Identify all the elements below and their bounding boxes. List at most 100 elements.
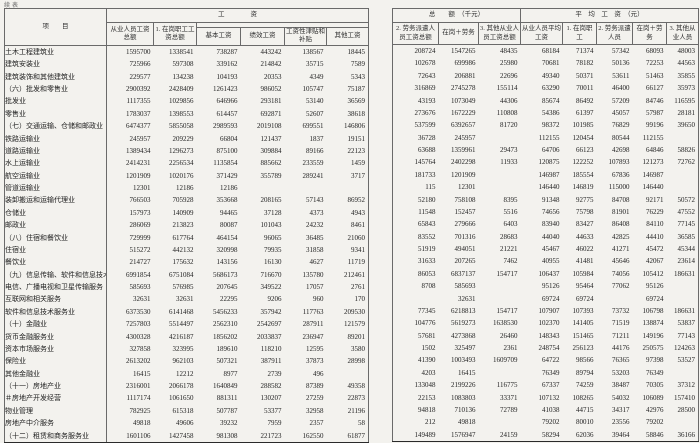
cell: 11719	[347, 258, 365, 267]
cell: 86053	[418, 269, 436, 278]
table-row: 22153 1083803 33371 107132 108265 54032 106089…	[393, 392, 699, 404]
cell: 58	[358, 419, 365, 428]
cell: 83552	[418, 232, 436, 241]
cell: 42976	[646, 405, 664, 414]
table-row: 115 12301 146440 146819 115000 146440	[393, 181, 699, 193]
cell: 47552	[677, 207, 696, 216]
cell: 35855	[677, 71, 696, 80]
cell: 57143	[306, 196, 324, 205]
cell: 79935	[264, 245, 282, 254]
industry-label: 住宿业	[4, 243, 107, 257]
cell: 69724	[542, 294, 560, 303]
cell: 29473	[500, 146, 518, 154]
cell: 962103	[172, 357, 194, 366]
cell: 2989593	[213, 122, 238, 131]
table-row: 餐饮业 214727 175632 143156 16130 4627 11719	[4, 256, 369, 269]
industry-label: 仓储业	[4, 206, 107, 220]
cell: 288582	[260, 382, 282, 390]
cell: 614457	[216, 109, 238, 118]
cell: 67337	[542, 381, 560, 390]
table-row: （十）金融业 7257803 5514497 2562310 2542697 287911…	[4, 318, 369, 331]
cell: 41038	[542, 405, 560, 414]
table-row: 149489 1576947 24159 58294 62036 39464 58846 36…	[392, 428, 699, 442]
cell: 66804	[220, 134, 238, 143]
cell: 65843	[418, 220, 436, 229]
industry-label: （七）交通运输、仓储和邮政业	[4, 120, 107, 133]
cell: 5456233	[213, 307, 238, 316]
cell: 615318	[172, 406, 194, 415]
table-row: （九）信息传输、软件和信息技术服务业 6991854 6751084 5686173 7…	[4, 268, 369, 281]
cell: 1029856	[169, 97, 194, 106]
table-row: 57681 4273868 26460 148343 151465 71211 149196…	[393, 330, 699, 342]
cell: 875100	[216, 146, 238, 155]
industry-label: 货币金融服务业	[4, 330, 107, 343]
column-header-onduty-total: 1. 在岗职工工资总额	[153, 22, 197, 46]
cell: 53527	[677, 356, 696, 365]
cell: 162550	[284, 429, 327, 443]
cell: 38618	[347, 109, 366, 118]
cell	[667, 416, 699, 428]
cell: 39464	[596, 428, 633, 442]
cell: 148343	[538, 331, 560, 340]
cell: 5514497	[169, 320, 194, 329]
cell: 221723	[240, 429, 285, 443]
cell: 496	[313, 369, 324, 378]
cell: 35715	[306, 60, 324, 69]
table-row: 94818 710136 72789 41038 44715 34317 42976 2850…	[393, 404, 699, 416]
cell: 1061650	[169, 394, 194, 403]
cell: 39650	[677, 121, 696, 130]
cell: 28998	[347, 357, 366, 366]
left-page: 项 目 工 资 从业人员工资总额 1. 在岗职工工资总额 基本工资 绩效工资 工…	[4, 8, 369, 443]
cell: 1261423	[213, 85, 238, 93]
table-row: 8708 585693 95126 95464 77062 95126	[393, 280, 699, 292]
table-row: 31633 207265 7462 40955 41481 45646 42067 23614	[393, 255, 699, 267]
cell: 39232	[220, 419, 238, 428]
cell: 42825	[612, 232, 630, 241]
table-row: 仓储业 157973 140909 94465 37128 4373 4943	[4, 206, 369, 220]
cell: 116775	[496, 381, 518, 390]
cell: 86492	[576, 96, 594, 105]
cell: 213823	[172, 221, 194, 230]
cell: 149489	[392, 428, 439, 442]
cell: 286069	[129, 221, 151, 230]
cell: 186631	[674, 269, 696, 278]
cell: 349522	[260, 283, 282, 291]
table-row: 32631 69724 69724 69724	[393, 293, 699, 305]
cell: 77143	[677, 331, 696, 340]
cell: 4273868	[451, 331, 476, 340]
cell: 57681	[418, 331, 436, 340]
table-row: 零售业 1783037 1398553 614457 692871 52607 38618	[4, 107, 369, 121]
column-header-basic-wage: 基本工资	[196, 27, 241, 46]
table-row: 1502 325497 2361 248754 256123 44176 250575 124…	[393, 342, 699, 354]
cell: 67836	[612, 170, 630, 179]
cell: 233559	[302, 159, 324, 168]
cell: 120454	[572, 133, 594, 142]
cell: 5686173	[213, 270, 238, 279]
cell: 250575	[642, 344, 664, 352]
cell: 16415	[133, 369, 151, 378]
cell: 89166	[306, 146, 324, 155]
industry-label: （十二）租赁和商务服务业	[4, 429, 107, 443]
cell: 248754	[538, 344, 560, 352]
industry-label: 航空运输业	[4, 169, 107, 182]
cell: 149196	[642, 331, 664, 340]
cell: 81720	[500, 121, 518, 130]
cell: 209530	[344, 307, 365, 316]
table-row: 物业管理 782925 615318 507787 53377 32958 21196	[4, 404, 369, 418]
cell: 8395	[503, 195, 518, 204]
cell	[285, 182, 327, 194]
cell: 116595	[674, 96, 696, 105]
cell: 51463	[646, 71, 664, 80]
column-header-avg-onduty-plus-dispatch: 在岗＋劳务	[632, 22, 668, 45]
column-header-performance-wage: 绩效工资	[240, 27, 285, 46]
cell: 2019108	[257, 122, 282, 131]
cell: 79202	[542, 418, 560, 427]
cell: 8708	[421, 282, 436, 291]
cell: 515272	[129, 245, 151, 254]
group-header-average-wage: 平 均 工 资 （元）	[520, 8, 700, 23]
industry-label: 建筑装饰和其他建筑业	[4, 70, 107, 83]
cell	[667, 181, 699, 193]
cell	[667, 132, 699, 144]
cell: 53377	[264, 406, 282, 415]
cell: 34317	[612, 405, 630, 414]
